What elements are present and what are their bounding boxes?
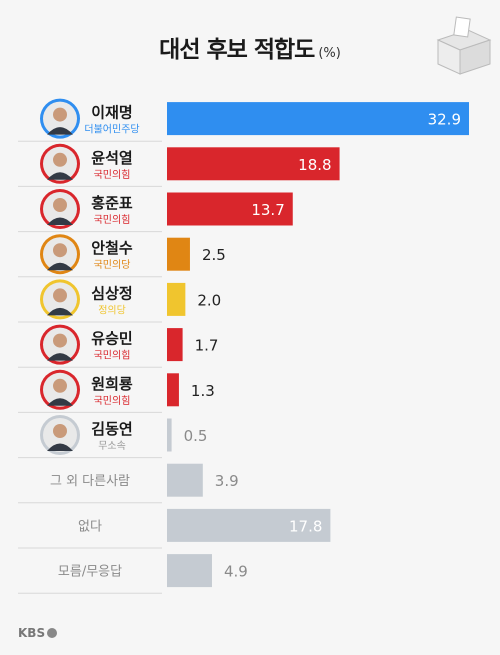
candidate-name: 안철수 <box>91 239 133 257</box>
category-label: 모름/무응답 <box>58 565 122 580</box>
candidate-photo <box>40 279 80 320</box>
bar <box>167 373 179 407</box>
value-label: 2.5 <box>202 246 226 264</box>
bar <box>167 147 340 181</box>
photo-face <box>53 107 67 122</box>
photo-body <box>47 127 73 135</box>
photo-face <box>53 424 67 438</box>
photo-body <box>47 172 73 180</box>
candidate-party: 국민의힘 <box>94 395 131 407</box>
photo-body <box>47 353 73 361</box>
candidate-name: 윤석열 <box>91 149 132 167</box>
bar <box>167 102 469 136</box>
value-label: 1.7 <box>195 337 219 355</box>
chart-title-block: 대선 후보 적합도 (%) <box>0 30 500 64</box>
kbs-logo: KBS <box>18 626 58 640</box>
bar <box>167 192 293 226</box>
chart-title: 대선 후보 적합도 <box>159 37 315 63</box>
photo-body <box>47 262 73 271</box>
candidate-name: 김동연 <box>91 420 132 438</box>
value-label: 3.9 <box>215 472 239 490</box>
photo-body <box>47 307 73 316</box>
candidate-name: 유승민 <box>91 330 132 348</box>
candidate-party: 국민의힘 <box>94 169 131 181</box>
value-label: 32.9 <box>428 111 461 129</box>
candidate-name: 이재명 <box>91 104 132 122</box>
candidate-party: 국민의당 <box>94 259 131 271</box>
bar <box>167 554 212 588</box>
photo-face <box>53 333 67 348</box>
candidate-photo <box>40 189 80 229</box>
candidate-name: 원희룡 <box>91 375 133 393</box>
candidate-photo <box>40 143 80 184</box>
value-label: 1.3 <box>191 382 215 400</box>
bar <box>167 508 331 542</box>
candidate-photo <box>40 324 80 365</box>
candidate-party: 무소속 <box>98 440 126 452</box>
category-label: 없다 <box>78 519 102 534</box>
chart-row: 그 외 다른사람 3.9 <box>18 463 239 504</box>
candidate-photo <box>40 369 80 410</box>
candidate-name: 홍준표 <box>91 194 133 212</box>
value-label: 0.5 <box>184 427 208 445</box>
candidate-photo <box>40 98 80 139</box>
candidate-photo <box>40 415 80 455</box>
value-label: 4.9 <box>224 563 248 581</box>
photo-body <box>47 217 73 225</box>
bar <box>167 463 203 497</box>
value-label: 2.0 <box>197 291 221 309</box>
candidate-party: 더불어민주당 <box>84 124 139 136</box>
candidate-name: 심상정 <box>91 284 132 302</box>
chart-row: 없다 17.8 <box>18 508 331 549</box>
value-label: 18.8 <box>298 156 331 174</box>
category-label: 그 외 다른사람 <box>50 474 130 489</box>
bar <box>167 282 186 316</box>
photo-face <box>53 198 67 212</box>
value-label: 17.8 <box>289 517 322 535</box>
value-label: 13.7 <box>251 201 284 219</box>
candidate-party: 국민의힘 <box>94 214 131 226</box>
chart-unit: (%) <box>318 46 341 61</box>
photo-face <box>53 243 67 258</box>
photo-face <box>53 152 67 167</box>
chart-row: 모름/무응답 4.9 <box>18 554 248 594</box>
ballot-box-icon <box>436 16 492 75</box>
candidate-photo <box>40 234 80 275</box>
bar <box>167 237 190 271</box>
photo-face <box>53 288 67 303</box>
bar <box>167 418 172 452</box>
candidate-party: 국민의힘 <box>94 350 131 362</box>
bar <box>167 328 183 362</box>
photo-body <box>47 398 73 406</box>
photo-face <box>53 378 67 393</box>
photo-body <box>47 443 73 451</box>
candidate-party: 정의당 <box>98 304 126 316</box>
